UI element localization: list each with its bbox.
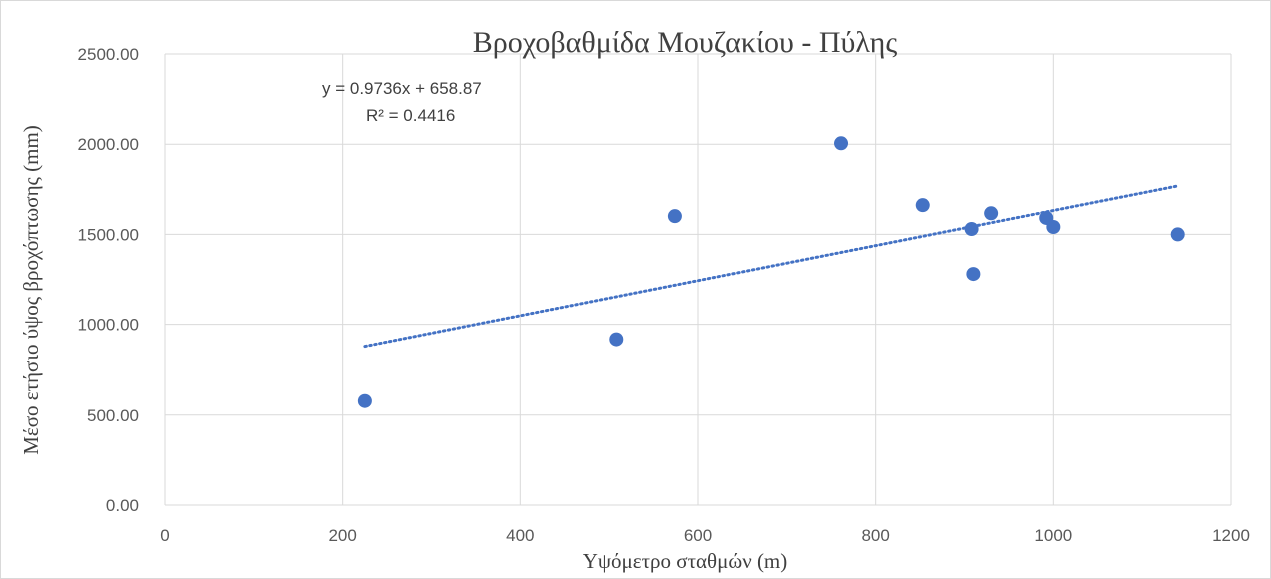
y-tick-label: 0.00 bbox=[106, 496, 139, 515]
y-axis-title: Μέσο ετήσιο ύψος βροχόπτωσης (mm) bbox=[19, 125, 43, 455]
trendline-r-squared: R² = 0.4416 bbox=[366, 106, 455, 125]
data-point bbox=[915, 198, 930, 213]
x-tick-label: 0 bbox=[160, 526, 169, 545]
y-tick-label: 1000.00 bbox=[78, 316, 139, 335]
y-tick-label: 2500.00 bbox=[78, 45, 139, 64]
trendline-equation: y = 0.9736x + 658.87 bbox=[322, 79, 482, 98]
data-point bbox=[1170, 227, 1185, 242]
x-tick-label: 400 bbox=[506, 526, 534, 545]
x-axis-ticks: 0 200 400 600 800 1000 1200 bbox=[160, 526, 1250, 545]
data-point bbox=[966, 267, 981, 282]
data-points bbox=[357, 136, 1185, 408]
x-tick-label: 200 bbox=[328, 526, 356, 545]
data-point bbox=[357, 393, 372, 408]
y-tick-label: 2000.00 bbox=[78, 135, 139, 154]
data-point bbox=[984, 206, 999, 221]
data-point bbox=[964, 221, 979, 236]
y-axis-ticks: 0.00 500.00 1000.00 1500.00 2000.00 2500.00 bbox=[78, 45, 139, 515]
x-axis-title: Υψόμετρο σταθμών (m) bbox=[583, 549, 788, 573]
data-point bbox=[609, 332, 624, 347]
y-tick-label: 1500.00 bbox=[78, 225, 139, 244]
x-tick-label: 800 bbox=[861, 526, 889, 545]
y-tick-label: 500.00 bbox=[87, 406, 139, 425]
chart-title: Βροχοβαθμίδα Μουζακίου - Πύλης bbox=[473, 26, 898, 59]
trendline bbox=[363, 184, 1180, 349]
data-point bbox=[834, 136, 849, 151]
x-tick-label: 1200 bbox=[1212, 526, 1250, 545]
data-point bbox=[1046, 220, 1061, 235]
x-tick-label: 1000 bbox=[1034, 526, 1072, 545]
data-point bbox=[667, 209, 682, 224]
gridlines bbox=[164, 53, 1232, 506]
x-tick-label: 600 bbox=[684, 526, 712, 545]
